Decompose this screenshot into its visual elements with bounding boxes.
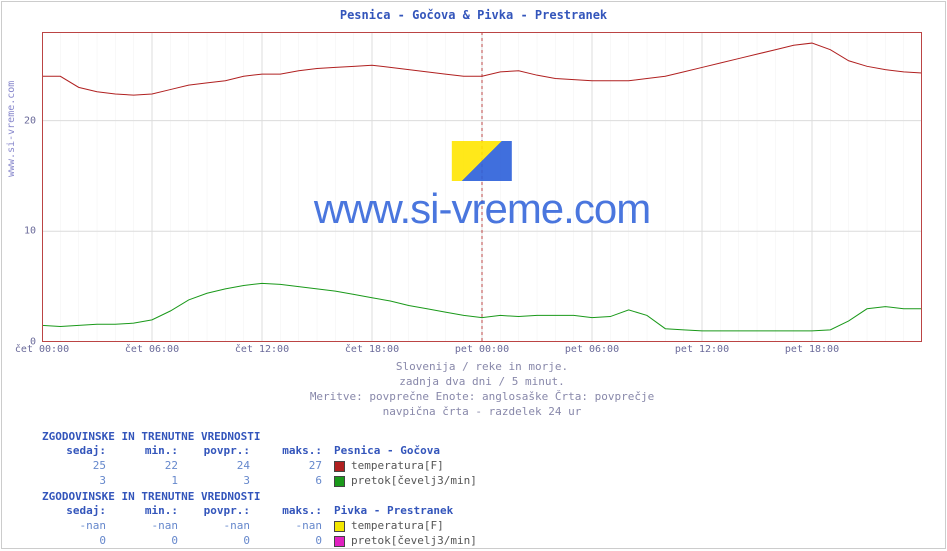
series-legend: temperatura[F] <box>330 519 444 534</box>
chart-container: www.si-vreme.com Pesnica - Gočova & Pivk… <box>1 1 946 549</box>
x-axis-ticks: čet 00:00čet 06:00čet 12:00čet 18:00pet … <box>42 344 922 358</box>
stats-col-header: povpr.: <box>186 444 258 459</box>
stats-col-header: maks.: <box>258 444 330 459</box>
stats-value: 0 <box>114 534 186 549</box>
stats-station-name: Pivka - Prestranek <box>330 504 453 519</box>
stats-heading: ZGODOVINSKE IN TRENUTNE VREDNOSTI <box>42 490 477 503</box>
stats-col-header: sedaj: <box>42 504 114 519</box>
stats-value: 24 <box>186 459 258 474</box>
caption-line: Meritve: povprečne Enote: anglosaške Črt… <box>42 390 922 405</box>
stats-value: 27 <box>258 459 330 474</box>
stats-col-header: sedaj: <box>42 444 114 459</box>
x-tick-label: pet 06:00 <box>565 344 619 355</box>
caption-line: Slovenija / reke in morje. <box>42 360 922 375</box>
y-tick-label: 10 <box>24 226 36 237</box>
stats-col-header: min.: <box>114 504 186 519</box>
stats-value: -nan <box>258 519 330 534</box>
legend-label: pretok[čevelj3/min] <box>351 534 477 549</box>
x-tick-label: pet 18:00 <box>785 344 839 355</box>
x-tick-label: pet 00:00 <box>455 344 509 355</box>
stats-value: 22 <box>114 459 186 474</box>
chart-title: Pesnica - Gočova & Pivka - Prestranek <box>2 2 945 22</box>
x-tick-label: čet 12:00 <box>235 344 289 355</box>
series-legend: pretok[čevelj3/min] <box>330 474 477 489</box>
legend-swatch-icon <box>334 521 345 532</box>
stats-block-1: ZGODOVINSKE IN TRENUTNE VREDNOSTIsedaj:m… <box>42 430 477 489</box>
y-tick-label: 20 <box>24 115 36 126</box>
stats-data-row: 25222427 temperatura[F] <box>42 459 477 474</box>
station-label: Pivka - Prestranek <box>334 504 453 519</box>
stats-value: 25 <box>42 459 114 474</box>
chart-captions: Slovenija / reke in morje.zadnja dva dni… <box>42 360 922 419</box>
stats-data-row: 3136pretok[čevelj3/min] <box>42 474 477 489</box>
stats-data-row: 0000pretok[čevelj3/min] <box>42 534 477 549</box>
plot-border <box>42 32 922 342</box>
legend-label: pretok[čevelj3/min] <box>351 474 477 489</box>
stats-header-row: sedaj:min.:povpr.:maks.: Pesnica - Gočova <box>42 444 477 459</box>
stats-header-row: sedaj:min.:povpr.:maks.: Pivka - Prestran… <box>42 504 477 519</box>
stats-col-header: maks.: <box>258 504 330 519</box>
stats-value: -nan <box>114 519 186 534</box>
stats-value: -nan <box>186 519 258 534</box>
x-tick-label: pet 12:00 <box>675 344 729 355</box>
stats-value: 0 <box>186 534 258 549</box>
series-legend: temperatura[F] <box>330 459 444 474</box>
legend-swatch-icon <box>334 476 345 487</box>
stats-station-name: Pesnica - Gočova <box>330 444 440 459</box>
legend-swatch-icon <box>334 536 345 547</box>
x-tick-label: čet 06:00 <box>125 344 179 355</box>
station-label: Pesnica - Gočova <box>334 444 440 459</box>
stats-block-2: ZGODOVINSKE IN TRENUTNE VREDNOSTIsedaj:m… <box>42 490 477 549</box>
x-tick-label: čet 00:00 <box>15 344 69 355</box>
stats-value: -nan <box>42 519 114 534</box>
stats-value: 1 <box>114 474 186 489</box>
plot-area: www.si-vreme.com <box>42 32 922 342</box>
y-axis-ticks: 01020 <box>2 32 40 342</box>
stats-value: 0 <box>258 534 330 549</box>
legend-label: temperatura[F] <box>351 459 444 474</box>
stats-heading: ZGODOVINSKE IN TRENUTNE VREDNOSTI <box>42 430 477 443</box>
caption-line: zadnja dva dni / 5 minut. <box>42 375 922 390</box>
stats-col-header: min.: <box>114 444 186 459</box>
stats-col-header: povpr.: <box>186 504 258 519</box>
legend-label: temperatura[F] <box>351 519 444 534</box>
stats-value: 6 <box>258 474 330 489</box>
legend-swatch-icon <box>334 461 345 472</box>
caption-line: navpična črta - razdelek 24 ur <box>42 405 922 420</box>
stats-value: 3 <box>186 474 258 489</box>
x-tick-label: čet 18:00 <box>345 344 399 355</box>
stats-data-row: -nan-nan-nan-nantemperatura[F] <box>42 519 477 534</box>
series-legend: pretok[čevelj3/min] <box>330 534 477 549</box>
stats-value: 3 <box>42 474 114 489</box>
stats-value: 0 <box>42 534 114 549</box>
